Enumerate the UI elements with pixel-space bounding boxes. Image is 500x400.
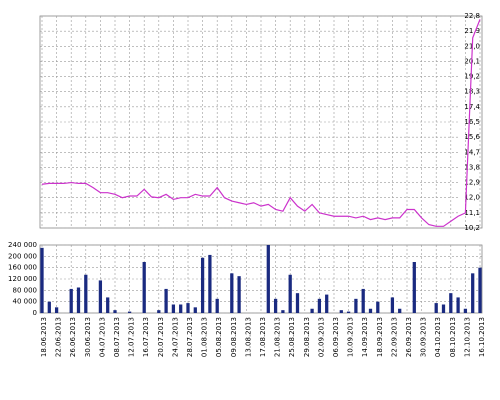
y-tick-label: 10,2	[464, 224, 480, 232]
x-tick-label: 30.06.2013	[84, 317, 92, 357]
x-tick-label: 16.07.2013	[142, 317, 150, 357]
volume-bar	[98, 280, 103, 313]
x-tick-label: 18.06.2013	[40, 317, 48, 357]
volume-bar	[354, 298, 358, 313]
x-tick-label: 10.09.2013	[347, 317, 355, 357]
volume-bar	[84, 274, 88, 313]
x-tick-label: 01.08.2013	[201, 317, 209, 357]
volume-bar	[361, 288, 365, 313]
volume-bar	[47, 301, 51, 313]
volume-bar	[186, 303, 190, 313]
y2-tick-label: 0	[33, 309, 37, 317]
x-tick-label: 12.10.2013	[463, 317, 471, 357]
x-tick-label: 14.09.2013	[361, 317, 369, 357]
y-tick-label: 16,5	[464, 118, 480, 126]
volume-bar	[113, 310, 117, 313]
y-tick-label: 21,9	[464, 27, 480, 35]
volume-bar	[106, 297, 110, 313]
price-line	[41, 19, 481, 227]
x-tick-label: 04.07.2013	[98, 317, 106, 357]
volume-bar	[390, 297, 395, 313]
volume-bar	[266, 245, 270, 313]
y-tick-label: 17,4	[464, 103, 480, 111]
y2-tick-label: 80 000	[13, 286, 38, 294]
volume-bar	[463, 308, 468, 313]
x-tick-label: 22.06.2013	[55, 317, 63, 357]
volume-bar	[288, 274, 292, 313]
volume-bar	[456, 297, 460, 313]
volume-bar	[40, 247, 44, 313]
volume-bar	[398, 308, 402, 313]
volume-bar	[142, 262, 146, 313]
y2-tick-label: 40 000	[13, 298, 38, 306]
x-tick-label: 26.06.2013	[69, 317, 77, 357]
volume-bar	[471, 273, 475, 313]
y2-tick-label: 240 000	[8, 241, 37, 249]
y-tick-label: 11,1	[464, 209, 480, 217]
y2-tick-label: 200 000	[8, 252, 37, 260]
y-tick-label: 15,6	[464, 133, 480, 141]
x-tick-label: 18.09.2013	[376, 317, 384, 357]
x-tick-label: 06.09.2013	[332, 317, 340, 357]
volume-bar	[273, 298, 278, 313]
x-tick-label: 28.07.2013	[186, 317, 194, 357]
volume-bar	[478, 267, 482, 313]
volume-bar	[325, 294, 329, 313]
volume-bar	[230, 273, 234, 313]
volume-bar	[215, 298, 219, 313]
volume-bar	[76, 287, 81, 313]
x-tick-label: 20.07.2013	[157, 317, 165, 357]
y-tick-label: 14,7	[464, 148, 480, 156]
y2-tick-label: 160 000	[8, 264, 37, 272]
x-tick-label: 13.08.2013	[244, 317, 252, 357]
x-tick-label: 08.10.2013	[449, 317, 457, 357]
x-tick-label: 25.08.2013	[288, 317, 296, 357]
y-tick-label: 19,2	[464, 73, 480, 81]
x-tick-label: 05.08.2013	[215, 317, 223, 357]
x-tick-label: 02.09.2013	[317, 317, 325, 357]
volume-bar	[69, 288, 73, 313]
y-tick-label: 12,9	[464, 179, 480, 187]
volume-bar	[368, 308, 373, 313]
x-tick-label: 21.08.2013	[274, 317, 282, 357]
x-tick-label: 24.07.2013	[171, 317, 179, 357]
volume-bar	[281, 310, 285, 313]
volume-bar	[171, 304, 176, 313]
x-tick-label: 08.07.2013	[113, 317, 121, 357]
y-tick-label: 22,8	[464, 12, 480, 20]
volume-bar	[54, 307, 59, 313]
volume-bar	[376, 301, 380, 313]
volume-bar	[346, 311, 351, 313]
volume-bar	[339, 310, 343, 313]
y-tick-label: 18,3	[464, 88, 480, 96]
x-tick-label: 29.08.2013	[303, 317, 311, 357]
volume-bar	[449, 293, 453, 313]
x-tick-label: 22.09.2013	[390, 317, 398, 357]
volume-bar	[200, 257, 205, 313]
volume-bar	[310, 308, 314, 313]
volume-bar	[434, 303, 438, 313]
x-tick-label: 30.09.2013	[420, 317, 428, 357]
volume-bar	[237, 276, 241, 313]
x-tick-label: 17.08.2013	[259, 317, 267, 357]
x-tick-label: 09.08.2013	[230, 317, 238, 357]
volume-bar	[317, 298, 322, 313]
volume-bar	[295, 293, 300, 313]
volume-bar	[157, 310, 161, 313]
volume-bar	[208, 254, 212, 313]
volume-bar	[179, 304, 183, 313]
volume-bar	[412, 262, 416, 313]
y-tick-label: 13,8	[464, 163, 480, 171]
x-tick-label: 16.10.2013	[478, 317, 486, 357]
x-tick-label: 12.07.2013	[128, 317, 136, 357]
volume-bar	[193, 307, 197, 313]
y-tick-label: 12,0	[464, 194, 480, 202]
y2-tick-label: 120 000	[8, 275, 37, 283]
x-tick-label: 26.09.2013	[405, 317, 413, 357]
volume-bar	[164, 288, 168, 313]
x-tick-label: 04.10.2013	[434, 317, 442, 357]
volume-bar	[441, 304, 446, 313]
volume-bar	[127, 311, 132, 313]
